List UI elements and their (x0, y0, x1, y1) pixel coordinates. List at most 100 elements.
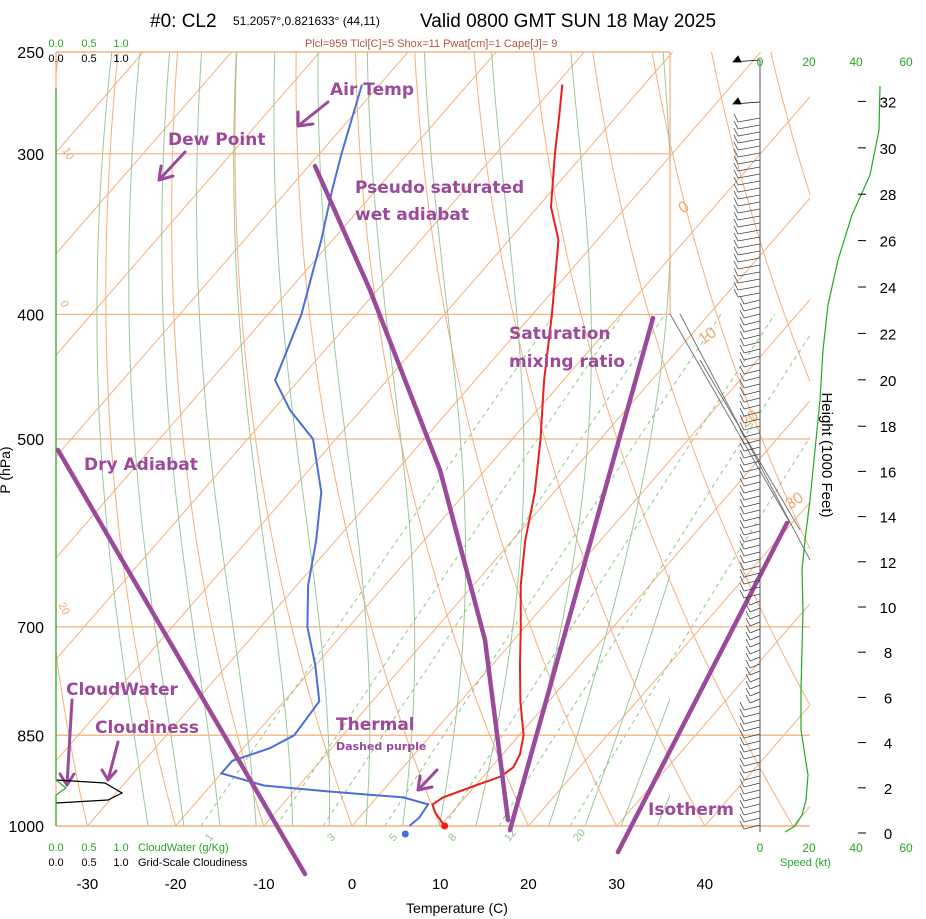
wind-barb (739, 589, 761, 599)
height-tick-label: 14 (880, 510, 897, 527)
wind-barb (739, 414, 761, 424)
wind-barb (739, 365, 761, 375)
height-tick-label: 22 (880, 326, 897, 343)
wind-barb (733, 190, 761, 200)
pressure-tick-label: 1000 (8, 819, 44, 836)
wind-speed-top-label: 0 (757, 55, 764, 69)
dew-point-arrow (157, 150, 187, 182)
cloudiness-profile (55, 779, 124, 804)
mixing-ratio-label: 8 (446, 832, 459, 844)
wind-barb (739, 470, 761, 480)
mixing-ratio-line (444, 314, 776, 826)
wind-barb (739, 540, 761, 550)
temperature-tick-label: -20 (165, 876, 187, 893)
dry-adiabat-line (414, 52, 618, 826)
wind-barb (733, 134, 761, 144)
isotherm-label: 10 (59, 146, 76, 163)
wind-barb (733, 260, 761, 270)
temperature-tick-label: 10 (432, 876, 449, 893)
annotation-wet-adiabat-2: wet adiabat (355, 205, 469, 225)
wind-barb (739, 526, 761, 536)
annotation-air-temp: Air Temp (330, 80, 414, 100)
cloudiness-arrow (100, 740, 120, 782)
wind-barb (739, 379, 761, 389)
isotherm-line (56, 52, 497, 559)
air-temperature-line (431, 84, 564, 827)
wind-barb (745, 610, 761, 620)
wind-barb (739, 813, 761, 823)
wind-barb (733, 211, 761, 221)
air-temp-surface-dot (441, 822, 449, 830)
cloud-axis-tick-labels: 0.0 0.0 0.5 0.5 1.0 1.0 0.0 0.0 0.5 0.5 1.0 1.0 (48, 38, 128, 869)
wind-barb (733, 288, 761, 298)
wind-barb (733, 218, 761, 228)
cloud-water-profile (55, 88, 68, 826)
annotation-cloudiness: Cloudiness (95, 718, 199, 738)
cloudiness-bottom-label: 1.0 (113, 857, 128, 869)
wind-barb (739, 575, 761, 585)
dry-adiabat-line (0, 29, 4, 853)
cloud-water-axis-label: CloudWater (g/Kg) (138, 842, 229, 854)
height-tick-label: 16 (880, 464, 897, 481)
cloud-water-bottom-label: 0.5 (81, 842, 96, 854)
wind-barb (733, 281, 761, 291)
wet-adiabat-line (423, 52, 467, 826)
isotherm-line (56, 52, 321, 356)
wind-barb (732, 97, 761, 105)
wind-barb (739, 449, 761, 459)
cloud-water-top-label: 1.0 (113, 38, 128, 50)
annotation-dry-adiabat: Dry Adiabat (84, 455, 198, 475)
annotation-wet-adiabat-1: Pseudo saturated (355, 178, 524, 198)
wind-barb (733, 120, 761, 130)
wind-barb (733, 176, 761, 186)
wet-adiabat-line (161, 52, 221, 826)
air-temp-arrow (296, 100, 330, 128)
cloudiness-top-label: 1.0 (113, 53, 128, 65)
wind-barb (739, 330, 761, 340)
mixing-ratio-label: 5 (387, 832, 400, 844)
wind-barb (739, 547, 761, 557)
pressure-tick-label: 400 (17, 307, 44, 324)
dry-adiabat-highlight (55, 447, 308, 877)
wind-speed-bottom-label: 20 (802, 841, 816, 855)
wind-barb (739, 484, 761, 494)
height-tick-label: 28 (880, 187, 897, 204)
isotherm-line (615, 602, 810, 826)
height-tick-label: 4 (884, 736, 892, 753)
height-tick-label: 10 (880, 600, 897, 617)
wind-barb (739, 708, 761, 718)
height-tick-label: 24 (880, 280, 897, 297)
wind-barb (733, 232, 761, 242)
annotation-isotherm: Isotherm (648, 800, 734, 820)
wind-speed-bottom-label: 60 (899, 841, 913, 855)
dew-point-surface-dot (401, 830, 409, 838)
wind-barb (745, 645, 761, 655)
wind-barb (739, 372, 761, 382)
dry-adiabat-line (651, 52, 810, 551)
wet-adiabat-line (548, 52, 670, 826)
wind-speed-bottom-label: 40 (849, 841, 863, 855)
isotherm-line (174, 96, 810, 826)
dry-adiabat-label: 10 (696, 324, 720, 348)
isotherm-label: 20 (55, 601, 72, 618)
annotation-thermal-sub: Dashed purple (336, 740, 426, 753)
height-tick-label: 26 (880, 234, 897, 251)
wind-barb (733, 253, 761, 263)
dry-adiabat-line (105, 52, 177, 826)
pressure-tick-label: 850 (17, 728, 44, 745)
wind-barb (739, 316, 761, 326)
annotation-cloud-water: CloudWater (66, 680, 179, 700)
dry-adiabat-line (473, 52, 706, 826)
wind-barb (732, 55, 761, 63)
wind-barb (733, 239, 761, 249)
wind-barb (739, 743, 761, 753)
isotherm-line (792, 805, 810, 826)
isotherm-line (86, 52, 762, 826)
wet-adiabat-line (96, 52, 149, 826)
chart-title-valid: Valid 0800 GMT SUN 18 May 2025 (420, 11, 716, 32)
cloud-water-top-label: 0.0 (48, 38, 63, 50)
wet-adiabat-line (196, 52, 257, 826)
y-axis-label: P (hPa) (0, 446, 13, 493)
